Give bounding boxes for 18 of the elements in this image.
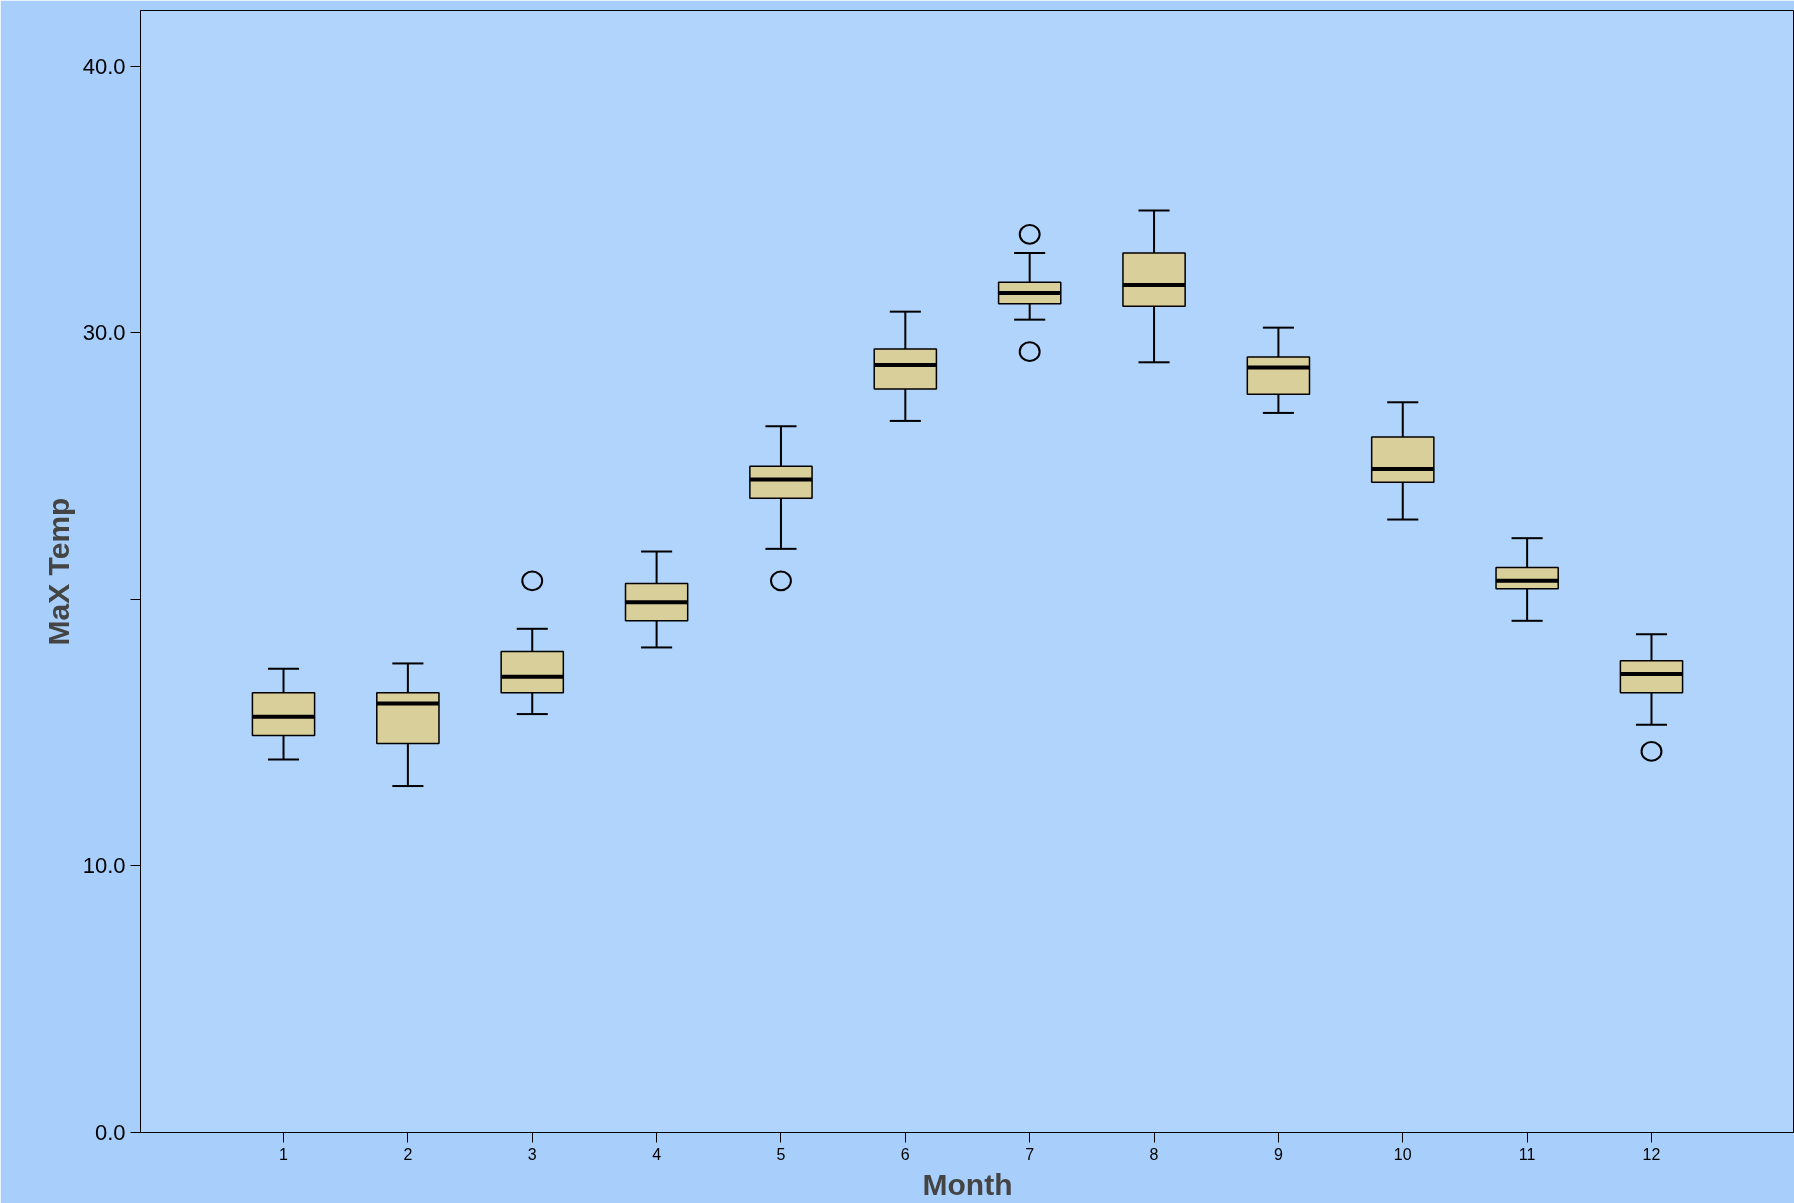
x-tick-label: 11	[1518, 1145, 1536, 1163]
x-tick-label: 9	[1273, 1145, 1283, 1163]
y-axis-title: MaX Temp	[41, 497, 75, 646]
x-tick-label: 3	[527, 1145, 537, 1163]
y-tick-label: 40.0	[82, 53, 126, 79]
x-tick-label: 1	[279, 1145, 289, 1163]
x-axis-title: Month	[922, 1167, 1013, 1201]
x-tick-label: 6	[900, 1145, 910, 1163]
x-tick-label: 5	[776, 1145, 786, 1163]
x-tick-label: 10	[1393, 1145, 1412, 1163]
x-tick-label: 7	[1025, 1145, 1035, 1163]
y-tick-label: 30.0	[82, 320, 126, 346]
x-tick-label: 2	[403, 1145, 413, 1163]
y-tick-label: 0.0	[94, 1120, 126, 1145]
x-tick-label: 8	[1149, 1145, 1159, 1163]
y-tick-label: 10.0	[82, 853, 126, 879]
x-tick-label: 4	[652, 1145, 662, 1163]
x-tick-label: 12	[1642, 1145, 1661, 1163]
